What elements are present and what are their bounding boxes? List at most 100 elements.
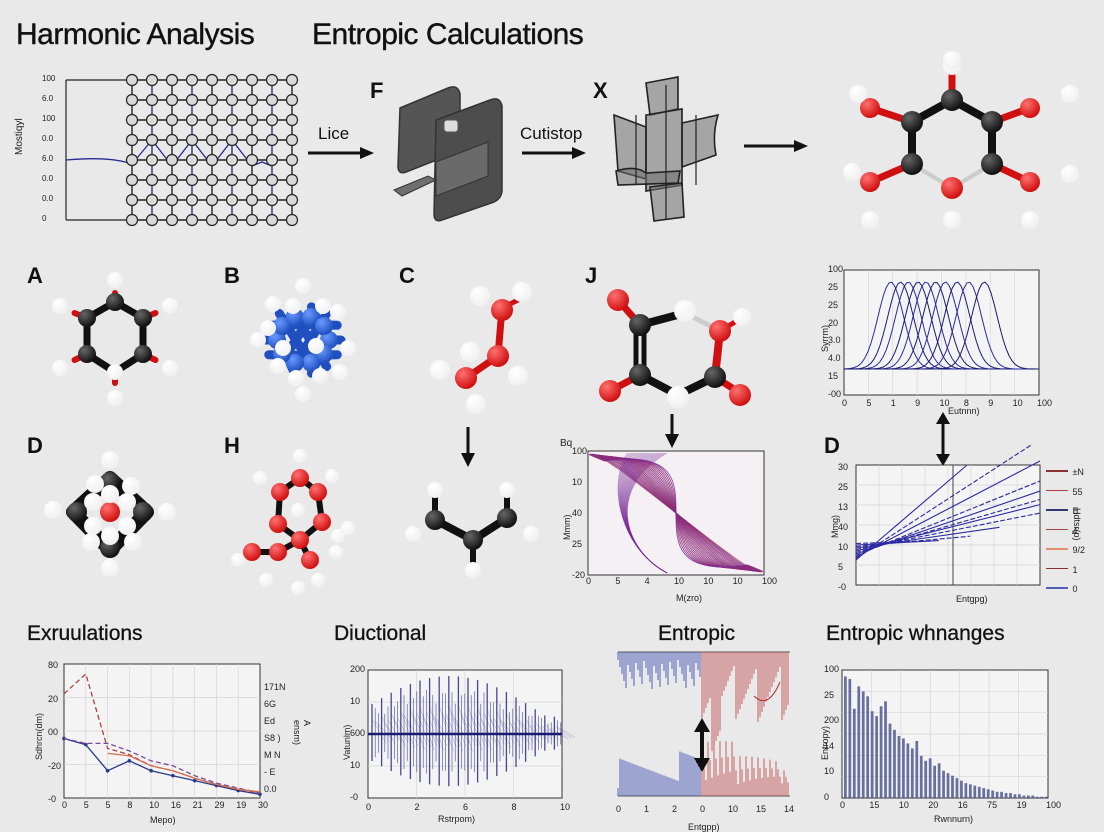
tick-label: 5 xyxy=(615,576,620,586)
exrul-ylabel: Sdhrcn(dm) xyxy=(34,713,44,760)
tick-label: S8 ) xyxy=(264,733,281,743)
tick-label: 1 xyxy=(644,804,649,814)
lattice-plot: Mostiqyl 100 6.0 100 0.0 6.0 0.0 0.0 0 xyxy=(20,70,280,240)
tick-label: 10 xyxy=(560,802,570,812)
molecule-c xyxy=(410,270,550,420)
ent-changes-xlabel: Rwnnurn) xyxy=(934,814,973,824)
tick-label: 10 xyxy=(824,766,834,776)
tick-label: 4 xyxy=(645,576,650,586)
tick-label: 100 xyxy=(1046,800,1061,810)
tick-label: -00 xyxy=(828,389,841,399)
gray-block-structure xyxy=(388,80,518,220)
section-title-entropic-changes: Entropic whnanges xyxy=(826,622,1005,646)
title-entropic-calculations: Entropic Calculations xyxy=(312,18,583,52)
tick-label: 25 xyxy=(828,282,838,292)
tick-label: 6G xyxy=(264,699,276,709)
tick-label: 9 xyxy=(988,398,993,408)
flow-label-lice: Lice xyxy=(318,124,349,144)
tick-label: 9 xyxy=(915,398,920,408)
linear-plot-area xyxy=(856,465,1040,585)
peaks-plot-area xyxy=(844,270,1039,395)
tick-label: 0 xyxy=(700,804,705,814)
tick-label: 5 xyxy=(84,800,89,810)
tick-label: 13 xyxy=(838,502,848,512)
molecule-b xyxy=(228,268,378,418)
section-title-exrulations: Exruulations xyxy=(27,622,143,646)
tick-label: 10 xyxy=(733,576,743,586)
peaks-xlabel: Eutnnn) xyxy=(948,406,980,416)
tick-label: M N xyxy=(264,750,281,760)
exrul-xlabel: Mepo) xyxy=(150,815,176,825)
entropic-xlabel: Entgpp) xyxy=(688,822,720,832)
panel-letter-f: F xyxy=(370,78,383,104)
tick-label: 8 xyxy=(512,802,517,812)
tick-label: 25 xyxy=(572,539,582,549)
tick-label: 5 xyxy=(838,562,843,572)
tick-label: 75 xyxy=(987,800,997,810)
tick-label: 15 xyxy=(828,371,838,381)
tick-label: 0 xyxy=(616,804,621,814)
arrow-right-icon xyxy=(520,145,590,161)
tick-label: 16 xyxy=(958,800,968,810)
tick-label: 100 xyxy=(572,446,587,456)
tick-label: 10 xyxy=(899,800,909,810)
tick-label: 10 xyxy=(728,804,738,814)
tick-label: 0 xyxy=(840,800,845,810)
tick-label: 2 xyxy=(672,804,677,814)
tick-label: 0 xyxy=(824,792,829,802)
molecule-h xyxy=(218,440,378,590)
tick-label: 40 xyxy=(838,522,848,532)
tick-label: 10 xyxy=(350,696,360,706)
tick-label: 100 xyxy=(828,264,843,274)
tick-label: 15 xyxy=(869,800,879,810)
tick-label: Ed xyxy=(264,716,275,726)
hysteresis-ylabel: Mmm) xyxy=(562,515,572,541)
tick-label: -0 xyxy=(350,792,358,802)
tick-label: 19 xyxy=(1017,800,1027,810)
tick-label: 5 xyxy=(866,398,871,408)
tick-label: 0 xyxy=(842,398,847,408)
tick-label: 14 xyxy=(824,741,834,751)
tick-label: 40 xyxy=(572,508,582,518)
linear-right-label: Hdtsr(p) xyxy=(1072,508,1082,541)
arrow-right-icon xyxy=(742,138,812,154)
lattice-grid xyxy=(20,70,280,240)
molecule-propene xyxy=(395,470,545,590)
tick-label: 10 xyxy=(350,760,360,770)
section-title-diuctional: Diuctional xyxy=(334,622,426,646)
linear-xlabel: Entgpg) xyxy=(956,594,988,604)
exrul-right-label: A ensm) xyxy=(292,720,312,745)
tick-label: - E xyxy=(264,767,276,777)
diuct-plot-area xyxy=(368,670,562,798)
tick-label: 0.0 xyxy=(264,784,277,794)
tick-label: 30 xyxy=(838,462,848,472)
tick-label: 10 xyxy=(674,576,684,586)
exrul-plot-area xyxy=(64,664,260,798)
title-harmonic-analysis: Harmonic Analysis xyxy=(16,18,254,52)
tick-label: 10 xyxy=(572,477,582,487)
tick-label: -20 xyxy=(48,761,61,771)
arrow-down-icon xyxy=(460,425,476,470)
hysteresis-xlabel: M(zro) xyxy=(676,593,702,603)
legend-item: 0 xyxy=(1046,579,1077,597)
tick-label: 0 xyxy=(62,800,67,810)
tick-label: 30 xyxy=(258,800,268,810)
tick-label: 00 xyxy=(48,727,58,737)
result-molecule xyxy=(830,62,1080,242)
tick-label: 21 xyxy=(193,800,203,810)
tick-label: 600 xyxy=(350,728,365,738)
tick-label: 25 xyxy=(838,482,848,492)
molecule-d xyxy=(35,440,185,590)
molecule-j xyxy=(590,265,770,415)
entropic-plot-area xyxy=(618,644,794,804)
diuct-xlabel: Rstrpom) xyxy=(438,814,475,824)
tick-label: 25 xyxy=(828,300,838,310)
panel-letter-d-chart: D xyxy=(824,433,840,459)
legend-item: 9/2 xyxy=(1046,540,1085,558)
tick-label: 200 xyxy=(350,664,365,674)
tick-label: 80 xyxy=(48,660,58,670)
tick-label: 6 xyxy=(463,802,468,812)
flow-label-cutistop: Cutistop xyxy=(520,124,582,144)
tick-label: -20 xyxy=(572,570,585,580)
tick-label: 10 xyxy=(703,576,713,586)
